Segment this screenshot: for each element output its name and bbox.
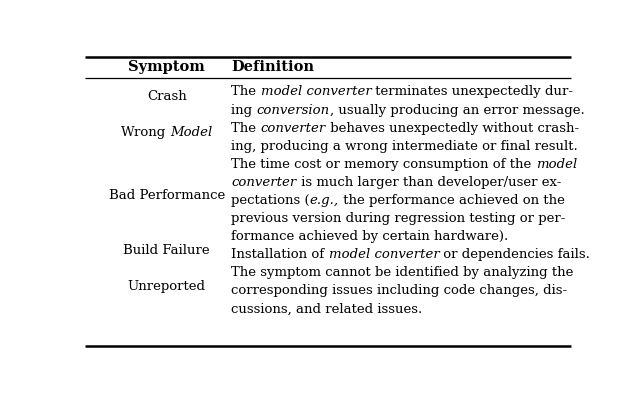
Text: model converter: model converter (260, 85, 371, 98)
Text: terminates unexpectedly dur-: terminates unexpectedly dur- (371, 85, 573, 98)
Text: Wrong: Wrong (122, 126, 170, 139)
Text: Build Failure: Build Failure (124, 244, 210, 257)
Text: ing, producing a wrong intermediate or final result.: ing, producing a wrong intermediate or f… (231, 140, 578, 153)
Text: pectations (: pectations ( (231, 194, 310, 207)
Text: converter: converter (260, 122, 326, 135)
Text: Crash: Crash (147, 90, 187, 103)
Text: model: model (536, 158, 577, 171)
Text: corresponding issues including code changes, dis-: corresponding issues including code chan… (231, 284, 568, 297)
Text: is much larger than developer/user ex-: is much larger than developer/user ex- (296, 176, 561, 189)
Text: converter: converter (231, 176, 296, 189)
Text: e.g.,: e.g., (310, 194, 339, 207)
Text: ing: ing (231, 103, 257, 117)
Text: Installation of: Installation of (231, 248, 329, 261)
Text: The: The (231, 85, 260, 98)
Text: The: The (231, 122, 260, 135)
Text: Symptom: Symptom (129, 60, 205, 74)
Text: formance achieved by certain hardware).: formance achieved by certain hardware). (231, 230, 509, 243)
Text: Model: Model (170, 126, 212, 139)
Text: Bad Performance: Bad Performance (109, 189, 225, 202)
Text: Definition: Definition (231, 60, 314, 74)
Text: or dependencies fails.: or dependencies fails. (440, 248, 590, 261)
Text: the performance achieved on the: the performance achieved on the (339, 194, 565, 207)
Text: The symptom cannot be identified by analyzing the: The symptom cannot be identified by anal… (231, 266, 573, 279)
Text: cussions, and related issues.: cussions, and related issues. (231, 303, 422, 316)
Text: Unreported: Unreported (128, 280, 206, 293)
Text: The time cost or memory consumption of the: The time cost or memory consumption of t… (231, 158, 536, 171)
Text: , usually producing an error message.: , usually producing an error message. (330, 103, 584, 117)
Text: behaves unexpectedly without crash-: behaves unexpectedly without crash- (326, 122, 579, 135)
Text: model converter: model converter (329, 248, 440, 261)
Text: previous version during regression testing or per-: previous version during regression testi… (231, 212, 566, 225)
Text: conversion: conversion (257, 103, 330, 117)
